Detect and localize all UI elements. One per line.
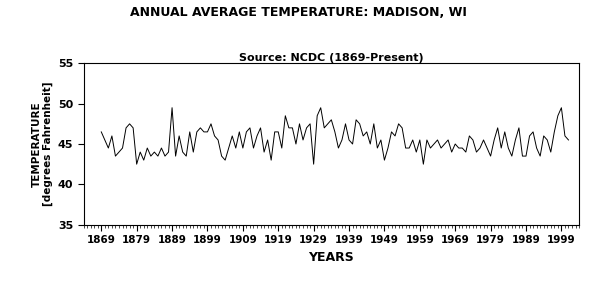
X-axis label: YEARS: YEARS <box>309 251 354 264</box>
Title: Source: NCDC (1869-Present): Source: NCDC (1869-Present) <box>239 53 424 62</box>
Y-axis label: TEMPERATURE
[degrees Fahrenheit]: TEMPERATURE [degrees Fahrenheit] <box>32 82 54 206</box>
Text: ANNUAL AVERAGE TEMPERATURE: MADISON, WI: ANNUAL AVERAGE TEMPERATURE: MADISON, WI <box>130 6 467 19</box>
